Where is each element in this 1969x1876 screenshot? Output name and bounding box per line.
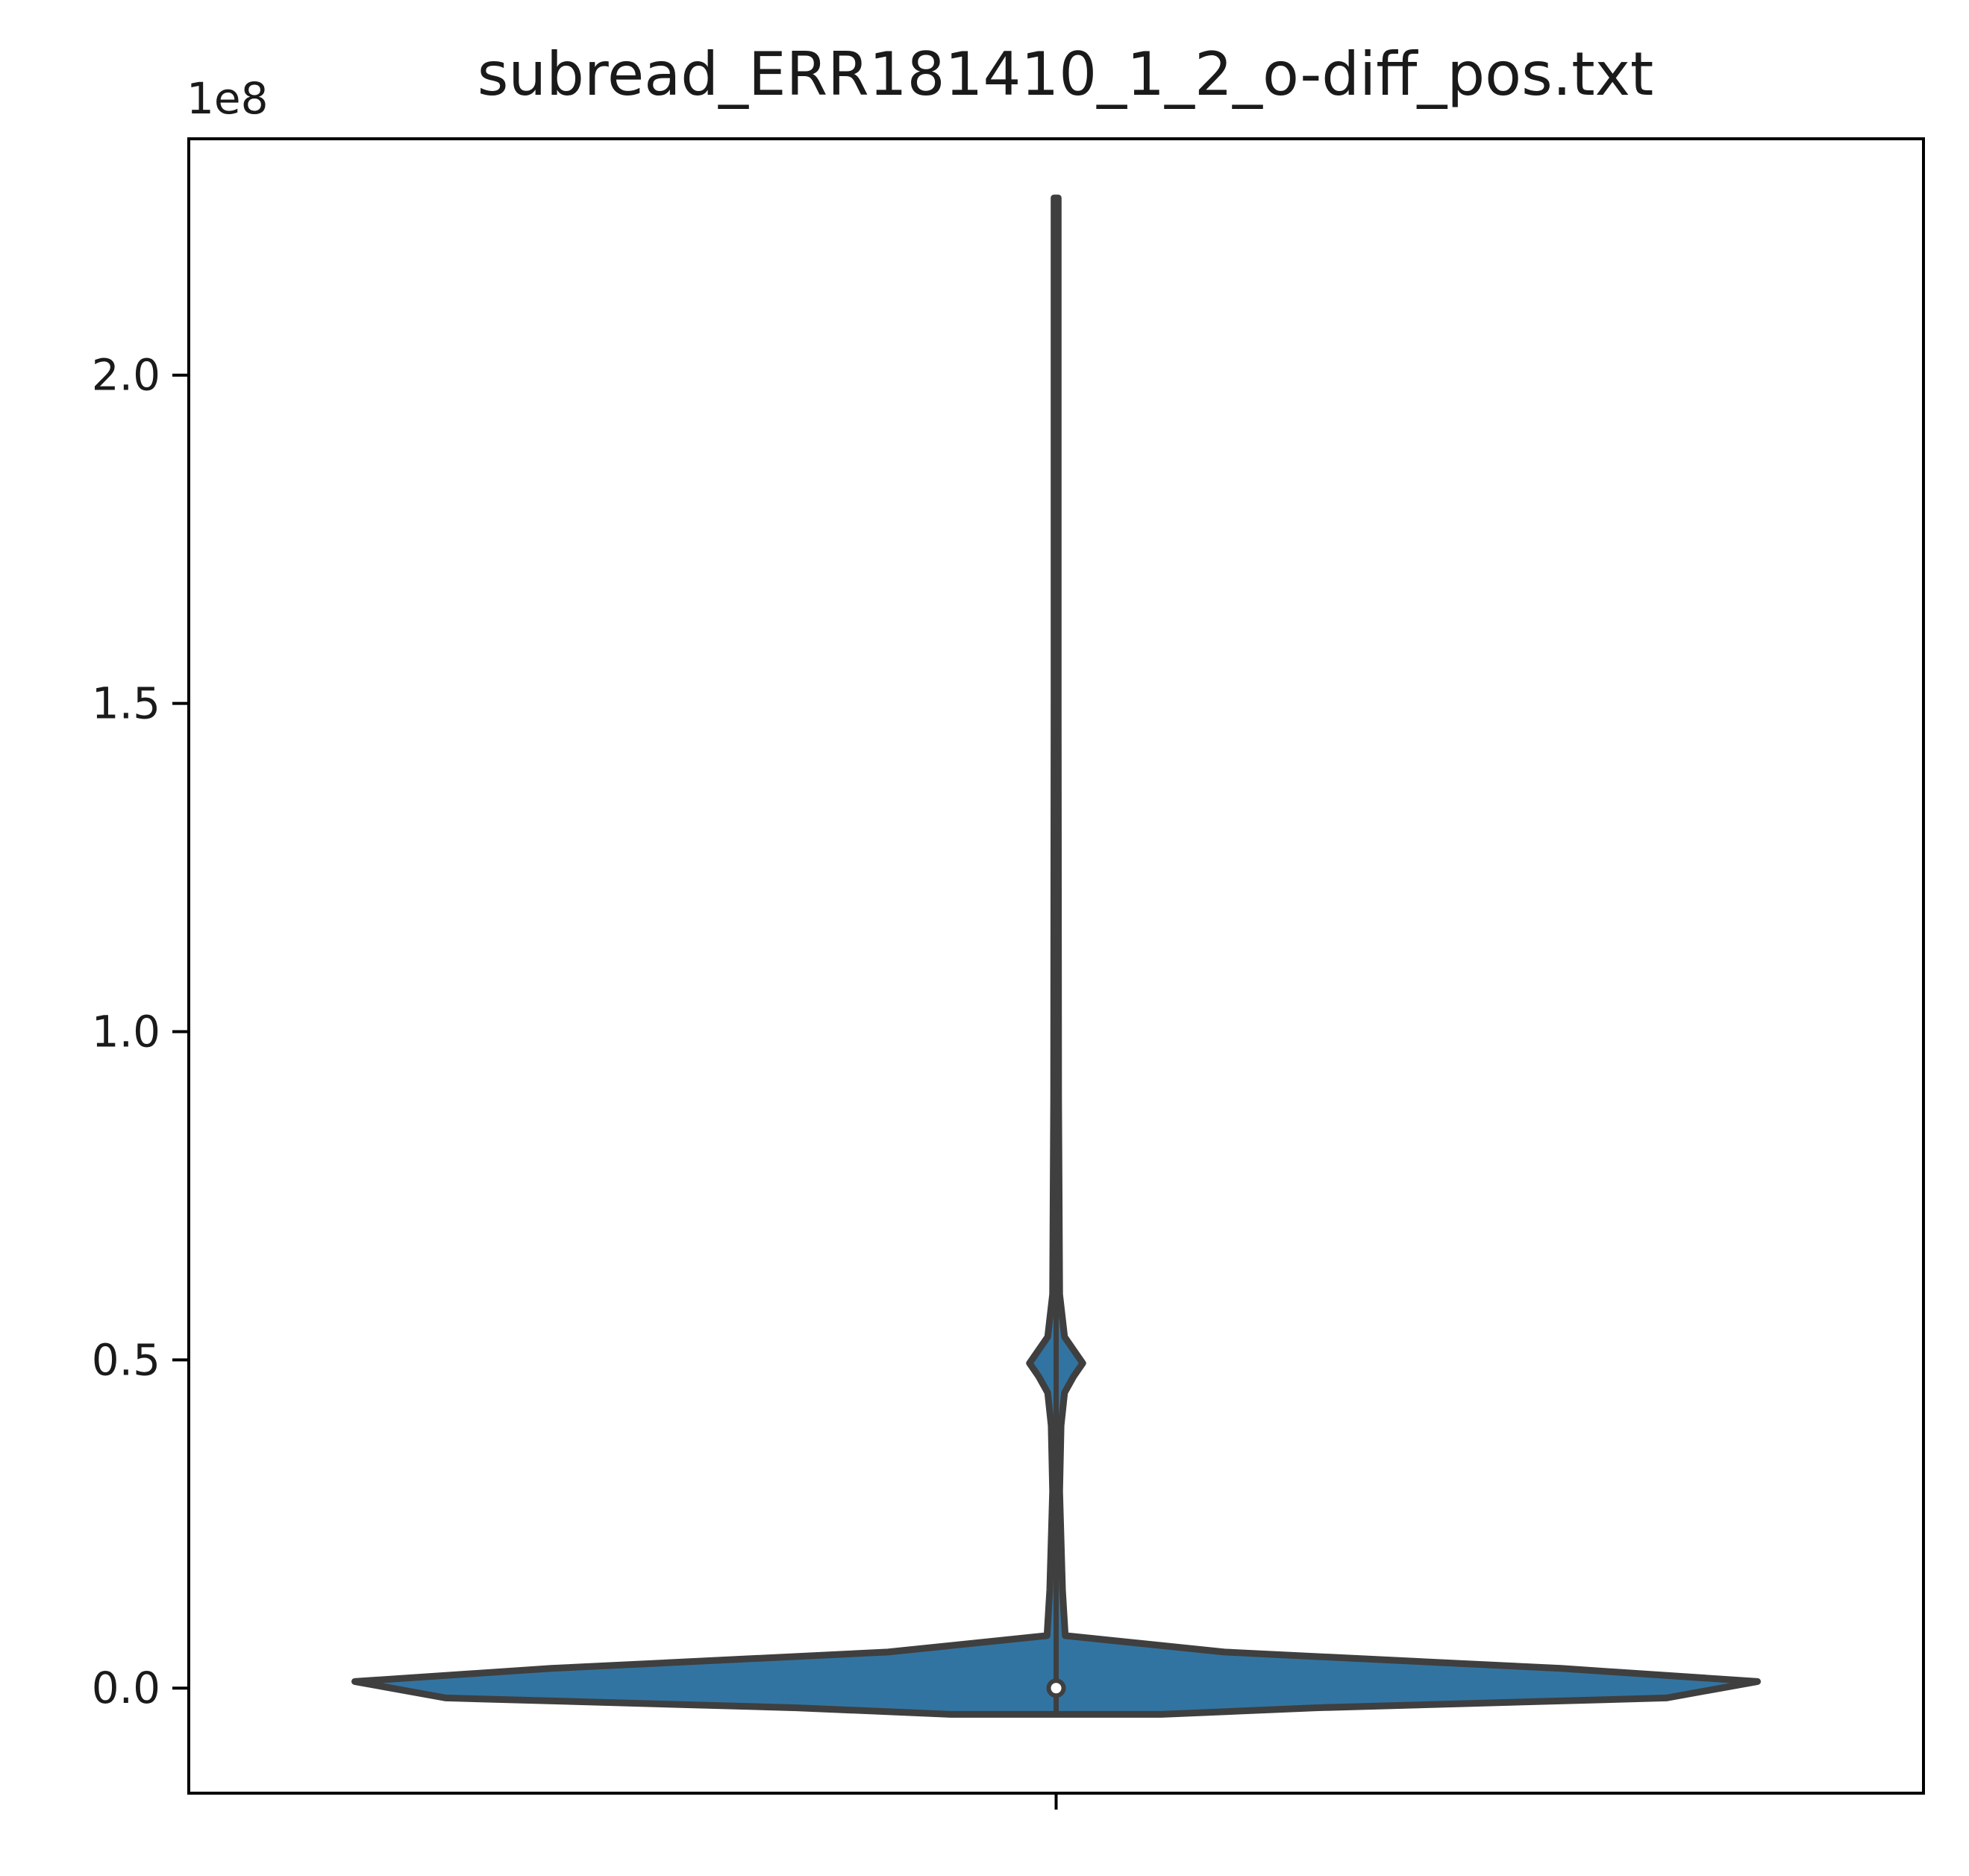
y-tick-label: 1.0: [92, 1006, 160, 1057]
axes: 0.0 0.5 1.0 1.5 2.0: [92, 137, 1925, 1810]
y-tick-label: 0.0: [92, 1663, 160, 1713]
y-tick-label: 2.0: [92, 350, 160, 401]
chart-title: subread_ERR181410_1_2_o-diff_pos.txt: [478, 40, 1654, 109]
y-offset-label: 1e8: [187, 73, 269, 124]
median-point-0: [1046, 1678, 1066, 1698]
plot-area: [351, 194, 1761, 1718]
y-tick-label: 1.5: [92, 678, 160, 729]
y-tick-label: 0.5: [92, 1334, 160, 1385]
